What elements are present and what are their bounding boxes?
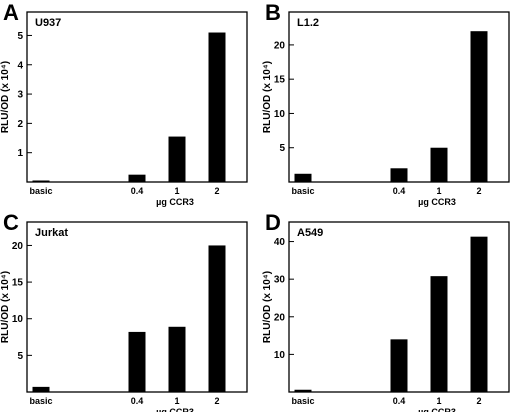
bar-basic <box>32 386 50 392</box>
y-tick-label: 4 <box>17 60 23 71</box>
bar-2 <box>470 31 488 183</box>
bar-0.4 <box>390 168 408 182</box>
x-tick-label: 1 <box>436 396 441 406</box>
cell-line-label: L1.2 <box>297 17 319 29</box>
x-tick-label: 1 <box>174 396 179 406</box>
y-tick-label: 20 <box>274 312 286 323</box>
x-axis-label: µg CCR3 <box>418 407 456 412</box>
bar-0.4 <box>128 174 146 182</box>
panel-letter: C <box>3 210 19 235</box>
x-tick-label: 1 <box>174 186 179 196</box>
y-axis-label: RLU/OD (x 10⁴) <box>262 271 273 343</box>
bar-0.4 <box>390 339 408 392</box>
x-tick-label: basic <box>291 186 314 196</box>
bar-basic <box>294 389 312 392</box>
x-tick-label: basic <box>29 186 52 196</box>
x-tick-label: 1 <box>436 186 441 196</box>
bar-2 <box>208 32 226 182</box>
x-axis-label: µg CCR3 <box>156 197 194 207</box>
y-tick-label: 10 <box>274 109 286 120</box>
y-tick-label: 10 <box>12 314 24 325</box>
bar-1 <box>430 147 448 182</box>
bar-2 <box>208 245 226 392</box>
cell-line-label: Jurkat <box>35 227 68 239</box>
x-axis-label: µg CCR3 <box>156 407 194 412</box>
panel-a: A U937 1 2 3 4 5 RLU/OD (x 10⁴) basic 0.4 1 2 µg CCR… <box>0 0 248 207</box>
y-tick-label: 1 <box>17 148 23 159</box>
x-tick-label: 2 <box>476 186 481 196</box>
x-tick-label: basic <box>29 396 52 406</box>
panel-c: C Jurkat 5 10 15 20 RLU/OD (x 10⁴) basic 0.4 1 2 µg… <box>0 210 248 412</box>
bar-2 <box>470 236 488 392</box>
y-axis-label: RLU/OD (x 10⁴) <box>0 271 11 343</box>
bar-basic <box>32 180 50 182</box>
y-tick-label: 30 <box>274 275 286 286</box>
x-tick-label: 0.4 <box>131 186 144 196</box>
y-tick-label: 5 <box>17 351 23 362</box>
x-tick-label: 2 <box>214 396 219 406</box>
y-tick-label: 15 <box>274 75 286 86</box>
cell-line-label: A549 <box>297 227 323 239</box>
x-tick-label: 0.4 <box>393 396 406 406</box>
x-tick-label: 2 <box>214 186 219 196</box>
y-tick-label: 40 <box>274 237 286 248</box>
y-tick-label: 3 <box>17 90 23 101</box>
bar-1 <box>430 276 448 392</box>
y-tick-label: 5 <box>279 143 285 154</box>
x-tick-label: 0.4 <box>393 186 406 196</box>
x-tick-label: basic <box>291 396 314 406</box>
y-tick-label: 20 <box>274 40 286 51</box>
x-tick-label: 0.4 <box>131 396 144 406</box>
y-axis-label: RLU/OD (x 10⁴) <box>262 61 273 133</box>
y-axis-label: RLU/OD (x 10⁴) <box>0 61 11 133</box>
bar-0.4 <box>128 331 146 392</box>
bar-basic <box>294 173 312 182</box>
x-tick-label: 2 <box>476 396 481 406</box>
y-tick-label: 5 <box>17 31 23 42</box>
y-tick-label: 20 <box>12 241 24 252</box>
bar-1 <box>168 136 186 182</box>
bar-1 <box>168 326 186 392</box>
y-tick-label: 15 <box>12 278 24 289</box>
panel-letter: B <box>265 0 281 25</box>
cell-line-label: U937 <box>35 17 61 29</box>
panel-d: D A549 10 20 30 40 RLU/OD (x 10⁴) basic 0.4 1 2 µg … <box>262 210 510 412</box>
y-tick-label: 2 <box>17 119 23 130</box>
y-tick-label: 10 <box>274 350 286 361</box>
panel-letter: D <box>265 210 281 235</box>
panel-letter: A <box>3 0 19 25</box>
x-axis-label: µg CCR3 <box>418 197 456 207</box>
